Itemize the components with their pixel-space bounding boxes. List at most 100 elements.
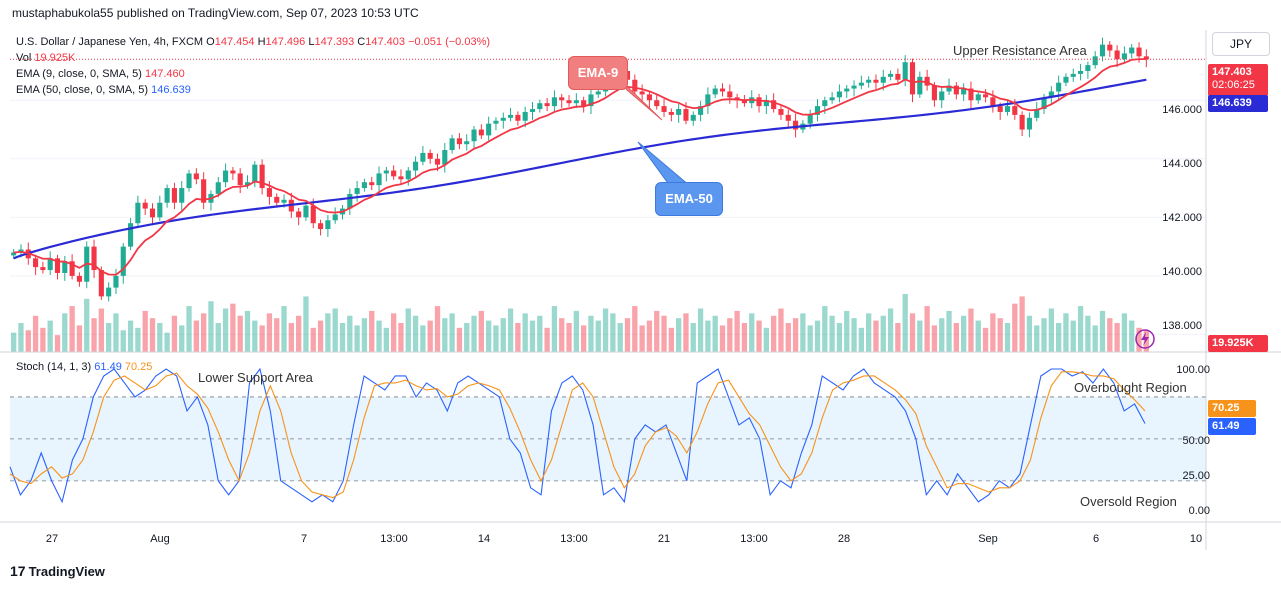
candle-body xyxy=(705,94,711,107)
candle-body xyxy=(244,182,251,186)
candle-body xyxy=(983,94,989,98)
volume-bar xyxy=(40,327,46,352)
candle-body xyxy=(354,188,360,194)
candle-body xyxy=(529,109,536,112)
candle-body xyxy=(595,91,601,95)
candle-body xyxy=(128,223,134,247)
volume-bar xyxy=(317,320,324,352)
volume-bar xyxy=(76,325,83,352)
volume-bar xyxy=(442,318,448,352)
candle-body xyxy=(281,199,287,203)
tradingview-logo: 17 xyxy=(10,563,26,579)
candle-body xyxy=(778,109,784,115)
volume-bar xyxy=(449,313,455,352)
volume-bar xyxy=(1019,296,1025,352)
candle-body xyxy=(719,88,726,92)
volume-bar xyxy=(866,313,872,352)
candle-body xyxy=(559,97,565,101)
volume-bar xyxy=(851,318,857,352)
tradingview-brand[interactable]: 17 TradingView xyxy=(10,563,105,579)
volume-bar xyxy=(369,310,375,352)
volume-bar xyxy=(1048,308,1054,352)
time-tick: 13:00 xyxy=(380,533,408,545)
time-tick: 27 xyxy=(45,533,59,545)
candle-body xyxy=(76,275,82,282)
volume-bar xyxy=(106,323,112,352)
time-tick: 13:00 xyxy=(560,533,588,545)
volume-bar xyxy=(588,315,594,352)
candle-body xyxy=(566,100,572,104)
currency-selector[interactable]: JPY xyxy=(1212,32,1270,56)
time-tick: 14 xyxy=(477,533,491,545)
candle-body xyxy=(771,100,777,110)
ema50-value: 146.639 xyxy=(151,84,191,96)
candle-body xyxy=(931,85,937,101)
volume-bar xyxy=(909,313,916,352)
candle-body xyxy=(47,258,53,271)
candle-body xyxy=(968,88,974,101)
volume-bar xyxy=(829,315,835,352)
ohlc-low: 147.393 xyxy=(314,36,355,48)
volume-bar xyxy=(398,323,404,352)
volume-bar xyxy=(383,327,389,352)
volume-bar xyxy=(836,323,843,352)
volume-bar xyxy=(1004,323,1011,352)
candle-body xyxy=(376,173,382,186)
stoch-tick-0: 0.00 xyxy=(1188,505,1210,517)
stoch-d-tag: 70.25 xyxy=(1208,400,1256,417)
time-tick: 28 xyxy=(837,533,851,545)
candle-body xyxy=(98,270,104,297)
alert-icon-bolt xyxy=(1141,332,1149,346)
candle-body xyxy=(676,109,682,115)
candle-body xyxy=(456,138,462,145)
candle-body xyxy=(632,79,638,92)
volume-label: Vol xyxy=(16,52,32,64)
volume-bar xyxy=(887,308,894,352)
candle-body xyxy=(193,173,199,180)
volume-bar xyxy=(18,323,24,352)
ema50-price-tag: 146.639 xyxy=(1208,95,1268,112)
candle-body xyxy=(1107,44,1113,51)
ohlc-low-label: L xyxy=(308,36,315,48)
candle-body xyxy=(493,120,499,124)
price-change: −0.051 (−0.03%) xyxy=(408,36,491,48)
candle-body xyxy=(318,223,324,230)
volume-bar xyxy=(873,320,879,352)
volume-bar xyxy=(668,327,674,352)
volume-bar xyxy=(179,325,185,352)
candle-body xyxy=(361,182,367,189)
stoch-k-value: 61.49 xyxy=(94,361,122,373)
volume-bar xyxy=(924,306,930,352)
candle-body xyxy=(829,97,835,101)
ema9-line xyxy=(13,58,1147,276)
volume-bar xyxy=(961,315,967,352)
price-tick-144: 144.000 xyxy=(1162,158,1202,170)
candle-body xyxy=(62,261,68,273)
candle-body xyxy=(880,76,886,83)
volume-bar xyxy=(1070,320,1076,352)
candle-body xyxy=(449,138,455,151)
ohlc-high-label: H xyxy=(257,36,266,48)
candle-body xyxy=(420,152,426,162)
volume-bar xyxy=(164,332,170,352)
time-tick: 7 xyxy=(300,533,308,545)
time-tick: 6 xyxy=(1092,533,1100,545)
volume-bar xyxy=(259,325,265,352)
candle-body xyxy=(1114,50,1120,60)
volume-bar xyxy=(208,301,214,352)
volume-bar xyxy=(325,313,331,352)
candle-body xyxy=(179,188,185,203)
candle-body xyxy=(1092,56,1098,66)
stoch-d-value: 70.25 xyxy=(124,361,153,373)
volume-bar xyxy=(573,310,579,352)
candle-body xyxy=(383,170,389,174)
candle-body xyxy=(939,91,945,101)
candle-body xyxy=(544,103,550,107)
candle-body xyxy=(310,205,316,224)
volume-bar xyxy=(727,318,733,352)
lower-support-label: Lower Support Area xyxy=(198,370,313,385)
candle-body xyxy=(135,202,141,224)
volume-bar xyxy=(968,308,974,352)
candle-body xyxy=(661,106,667,112)
